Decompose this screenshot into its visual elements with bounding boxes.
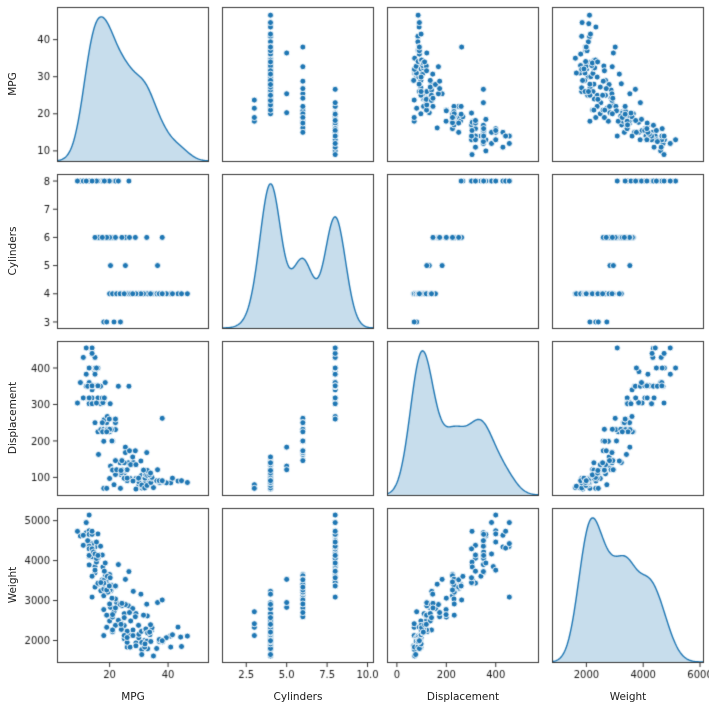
y-axis-label-weight: Weight <box>7 566 19 604</box>
x-axis-label-displacement: Displacement <box>426 691 500 703</box>
x-axis-label-cylinders: Cylinders <box>273 691 323 703</box>
y-axis-label-mpg: MPG <box>7 72 19 96</box>
y-axis-label-displacement: Displacement <box>7 381 19 455</box>
x-axis-label-weight: Weight <box>609 691 647 703</box>
y-axis-label-cylinders: Cylinders <box>7 226 19 276</box>
x-axis-label-mpg: MPG <box>121 691 145 703</box>
